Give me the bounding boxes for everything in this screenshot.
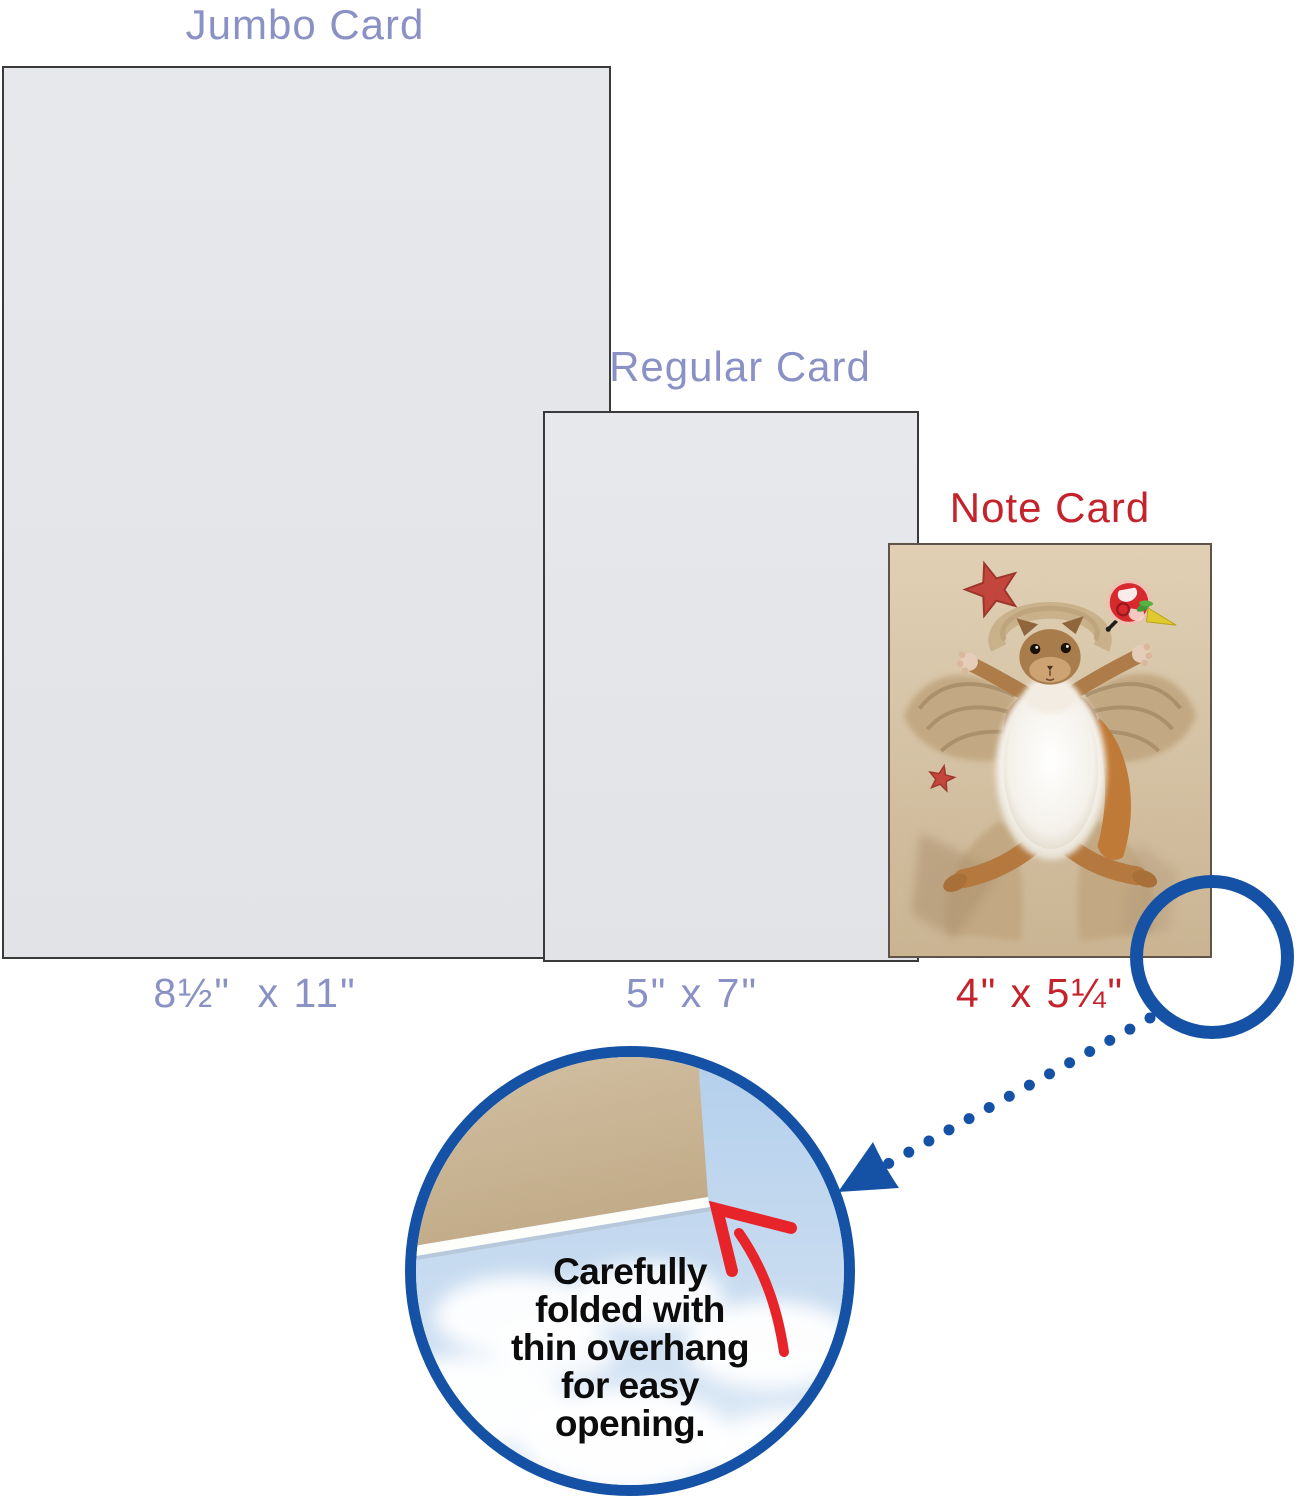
magnifier-scene (416, 1057, 844, 1485)
fold-note-line: thin overhang (510, 1327, 750, 1368)
clouds (416, 1262, 844, 1485)
fold-note-line: folded with (535, 1289, 725, 1330)
fold-note-line: Carefully (553, 1251, 707, 1292)
tropical-drink-icon (1105, 580, 1177, 632)
fold-note-line: opening. (554, 1403, 706, 1444)
regular-card-label: Regular Card (609, 343, 871, 390)
jumbo-card-rect (2, 66, 611, 959)
squirrel-head (1016, 616, 1084, 685)
regular-card-rect (543, 411, 919, 962)
fold-note-line: for easy (561, 1365, 699, 1406)
fold-note-text: Carefully folded with thin overhang for … (416, 1253, 844, 1443)
jumbo-card-size: 8½" x 11" (153, 970, 357, 1016)
fold-detail-magnifier: Carefully folded with thin overhang for … (405, 1046, 855, 1496)
jumbo-card-label: Jumbo Card (185, 1, 425, 48)
squirrel-sand-angel-illustration (890, 545, 1210, 956)
note-card-preview (888, 543, 1212, 958)
curved-red-arrow-icon (708, 1200, 797, 1357)
regular-card-size: 5" x 7" (626, 970, 758, 1016)
thin-overhang-edge (416, 1197, 710, 1256)
note-card-label: Note Card (949, 484, 1151, 531)
squirrel (943, 616, 1158, 892)
note-card-size: 4" x 5¼" (955, 970, 1125, 1016)
